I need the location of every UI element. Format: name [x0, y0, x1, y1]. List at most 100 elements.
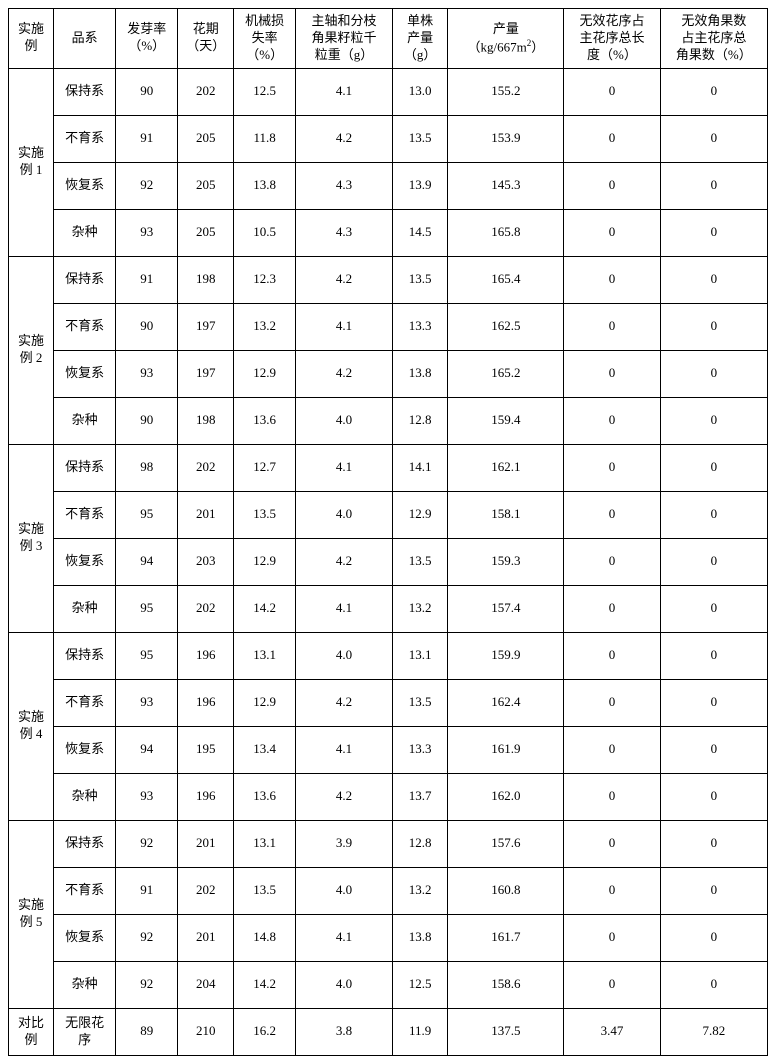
group-label: 实施例 5 [9, 820, 54, 1008]
cell-c2: 93 [116, 679, 178, 726]
cell-c3: 205 [178, 209, 234, 256]
cell-c9: 0 [660, 585, 767, 632]
cell-c5: 4.0 [296, 632, 392, 679]
table-row: 恢复系9220114.84.113.8161.700 [9, 914, 768, 961]
cell-c8: 0 [564, 538, 660, 585]
table-row: 杂种9320510.54.314.5165.800 [9, 209, 768, 256]
cell-c5: 3.8 [296, 1008, 392, 1055]
table-row: 恢复系9319712.94.213.8165.200 [9, 350, 768, 397]
group-label: 实施例 2 [9, 256, 54, 444]
cell-c8: 0 [564, 209, 660, 256]
cell-c7: 159.3 [448, 538, 564, 585]
cell-c4: 13.6 [234, 773, 296, 820]
cell-c6: 11.9 [392, 1008, 448, 1055]
cell-c6: 13.8 [392, 914, 448, 961]
cell-c7: 160.8 [448, 867, 564, 914]
cell-c3: 202 [178, 867, 234, 914]
cell-c2: 98 [116, 444, 178, 491]
table-row: 杂种9220414.24.012.5158.600 [9, 961, 768, 1008]
cell-c4: 13.5 [234, 867, 296, 914]
cell-c2: 90 [116, 68, 178, 115]
cell-c7: 165.8 [448, 209, 564, 256]
cell-c2: 90 [116, 303, 178, 350]
column-header-c1: 品系 [54, 9, 116, 69]
table-row: 不育系9319612.94.213.5162.400 [9, 679, 768, 726]
cell-c3: 196 [178, 679, 234, 726]
cell-c1: 不育系 [54, 867, 116, 914]
cell-c3: 205 [178, 115, 234, 162]
cell-c4: 10.5 [234, 209, 296, 256]
cell-c1: 无限花序 [54, 1008, 116, 1055]
cell-c2: 93 [116, 209, 178, 256]
table-row: 杂种9319613.64.213.7162.000 [9, 773, 768, 820]
cell-c4: 13.2 [234, 303, 296, 350]
cell-c5: 4.2 [296, 115, 392, 162]
cell-c3: 197 [178, 303, 234, 350]
cell-c9: 0 [660, 68, 767, 115]
cell-c2: 92 [116, 820, 178, 867]
cell-c6: 13.3 [392, 303, 448, 350]
cell-c2: 92 [116, 914, 178, 961]
cell-c9: 0 [660, 491, 767, 538]
cell-c2: 93 [116, 350, 178, 397]
cell-c1: 杂种 [54, 773, 116, 820]
cell-c1: 恢复系 [54, 350, 116, 397]
cell-c7: 162.4 [448, 679, 564, 726]
cell-c4: 13.1 [234, 632, 296, 679]
cell-c9: 0 [660, 397, 767, 444]
cell-c4: 13.4 [234, 726, 296, 773]
cell-c1: 恢复系 [54, 914, 116, 961]
cell-c3: 196 [178, 773, 234, 820]
cell-c6: 13.2 [392, 585, 448, 632]
cell-c3: 197 [178, 350, 234, 397]
table-row: 杂种9019813.64.012.8159.400 [9, 397, 768, 444]
cell-c2: 94 [116, 726, 178, 773]
cell-c5: 3.9 [296, 820, 392, 867]
cell-c7: 165.4 [448, 256, 564, 303]
cell-c7: 158.1 [448, 491, 564, 538]
cell-c1: 不育系 [54, 679, 116, 726]
cell-c7: 161.9 [448, 726, 564, 773]
cell-c6: 13.5 [392, 538, 448, 585]
table-row: 恢复系9419513.44.113.3161.900 [9, 726, 768, 773]
column-header-c9: 无效角果数占主花序总角果数（%） [660, 9, 767, 69]
cell-c3: 204 [178, 961, 234, 1008]
table-row: 恢复系9420312.94.213.5159.300 [9, 538, 768, 585]
cell-c6: 12.8 [392, 397, 448, 444]
cell-c4: 12.3 [234, 256, 296, 303]
cell-c9: 0 [660, 350, 767, 397]
cell-c2: 91 [116, 256, 178, 303]
cell-c6: 14.1 [392, 444, 448, 491]
cell-c8: 0 [564, 585, 660, 632]
cell-c6: 13.5 [392, 256, 448, 303]
cell-c5: 4.1 [296, 444, 392, 491]
cell-c9: 0 [660, 538, 767, 585]
cell-c1: 恢复系 [54, 162, 116, 209]
cell-c4: 13.6 [234, 397, 296, 444]
table-body: 实施例 1保持系9020212.54.113.0155.200不育系912051… [9, 68, 768, 1055]
cell-c8: 0 [564, 350, 660, 397]
cell-c3: 201 [178, 820, 234, 867]
cell-c8: 0 [564, 773, 660, 820]
table-row: 不育系9019713.24.113.3162.500 [9, 303, 768, 350]
data-table: 实施例品系发芽率（%）花期（天）机械损失率（%）主轴和分枝角果籽粒千粒重（g）单… [8, 8, 768, 1056]
cell-c2: 92 [116, 961, 178, 1008]
cell-c4: 12.5 [234, 68, 296, 115]
cell-c3: 210 [178, 1008, 234, 1055]
cell-c6: 14.5 [392, 209, 448, 256]
cell-c8: 0 [564, 914, 660, 961]
column-header-c7: 产量（kg/667m2） [448, 9, 564, 69]
cell-c9: 0 [660, 209, 767, 256]
cell-c3: 196 [178, 632, 234, 679]
cell-c5: 4.1 [296, 68, 392, 115]
column-header-c6: 单株产量（g） [392, 9, 448, 69]
cell-c2: 89 [116, 1008, 178, 1055]
cell-c7: 137.5 [448, 1008, 564, 1055]
cell-c8: 0 [564, 867, 660, 914]
cell-c8: 0 [564, 491, 660, 538]
group-label: 对比例 [9, 1008, 54, 1055]
cell-c5: 4.3 [296, 162, 392, 209]
table-row: 不育系9120511.84.213.5153.900 [9, 115, 768, 162]
table-row: 不育系9120213.54.013.2160.800 [9, 867, 768, 914]
cell-c6: 12.9 [392, 491, 448, 538]
